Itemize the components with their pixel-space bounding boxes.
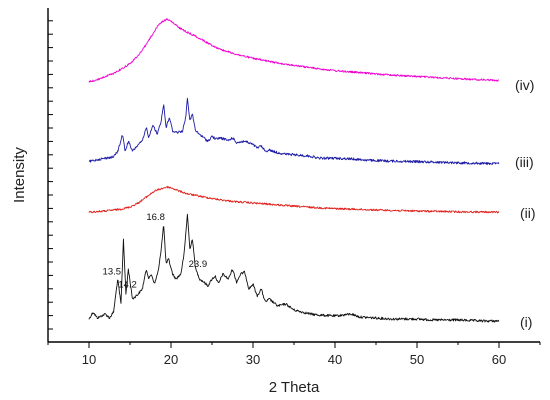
series-label-1: (i) (520, 314, 532, 330)
x-tick-label: 20 (164, 352, 178, 367)
series-label-2: (ii) (520, 205, 536, 221)
x-axis-title: 2 Theta (269, 379, 320, 396)
series-label-3: (iii) (515, 154, 534, 170)
axes: 10 20 30 40 50 60 (47, 8, 541, 367)
series-line-3 (88, 97, 500, 166)
series-line-4 (88, 18, 499, 83)
peak-label: 23.9 (189, 259, 208, 270)
y-axis-title: Intensity (11, 147, 28, 203)
x-tick-label: 50 (410, 352, 424, 367)
series-line-2 (88, 185, 500, 214)
x-tick-label: 40 (328, 352, 342, 367)
peak-label: 14.2 (118, 279, 137, 290)
series-label-4: (iv) (515, 77, 534, 93)
peak-label: 16.8 (146, 212, 165, 223)
labels: (i) (ii) (iii) (iv) 13.5 14.2 16.8 23.9 (103, 77, 536, 330)
x-tick-label: 10 (82, 352, 96, 367)
traces (88, 18, 500, 323)
series-line-1 (88, 213, 500, 323)
x-tick-label: 60 (492, 352, 506, 367)
peak-label: 13.5 (103, 266, 122, 277)
x-tick-label: 30 (246, 352, 260, 367)
